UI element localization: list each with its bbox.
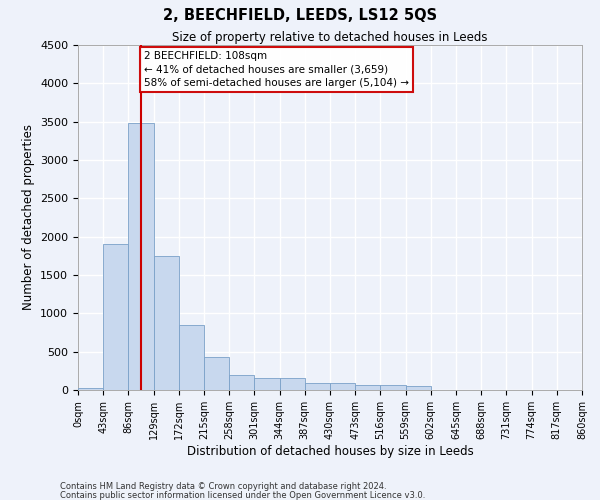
Bar bbox=[280, 378, 305, 390]
Bar bbox=[305, 382, 330, 390]
Bar bbox=[380, 385, 406, 390]
Text: Contains public sector information licensed under the Open Government Licence v3: Contains public sector information licen… bbox=[60, 490, 425, 500]
Bar bbox=[128, 123, 154, 390]
Bar bbox=[254, 378, 280, 390]
Bar bbox=[78, 388, 103, 390]
Bar bbox=[355, 385, 380, 390]
Bar bbox=[179, 325, 204, 390]
Bar bbox=[406, 386, 431, 390]
Y-axis label: Number of detached properties: Number of detached properties bbox=[22, 124, 35, 310]
X-axis label: Distribution of detached houses by size in Leeds: Distribution of detached houses by size … bbox=[187, 444, 473, 458]
Text: 2 BEECHFIELD: 108sqm
← 41% of detached houses are smaller (3,659)
58% of semi-de: 2 BEECHFIELD: 108sqm ← 41% of detached h… bbox=[144, 51, 409, 88]
Bar bbox=[204, 358, 229, 390]
Title: Size of property relative to detached houses in Leeds: Size of property relative to detached ho… bbox=[172, 31, 488, 44]
Bar bbox=[154, 256, 179, 390]
Bar bbox=[229, 374, 254, 390]
Text: 2, BEECHFIELD, LEEDS, LS12 5QS: 2, BEECHFIELD, LEEDS, LS12 5QS bbox=[163, 8, 437, 22]
Bar bbox=[330, 382, 355, 390]
Text: Contains HM Land Registry data © Crown copyright and database right 2024.: Contains HM Land Registry data © Crown c… bbox=[60, 482, 386, 491]
Bar bbox=[103, 244, 128, 390]
